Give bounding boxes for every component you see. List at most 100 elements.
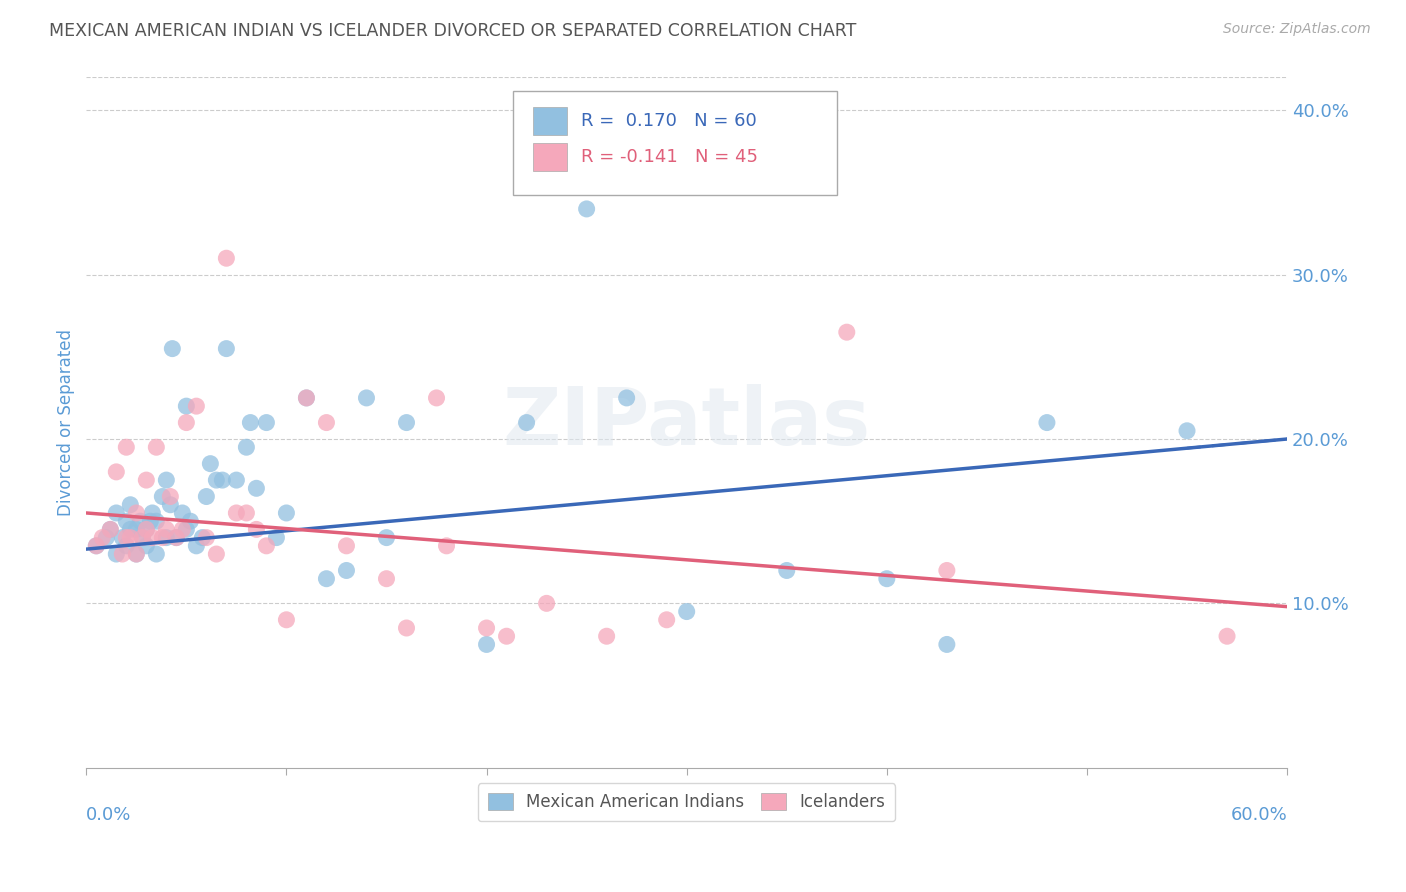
Point (176, 399, 198, 413)
Point (115, 531, 138, 545)
Text: MEXICAN AMERICAN INDIAN VS ICELANDER DIVORCED OR SEPARATED CORRELATION CHART: MEXICAN AMERICAN INDIAN VS ICELANDER DIV… (49, 22, 856, 40)
Legend: Mexican American Indians, Icelanders: Mexican American Indians, Icelanders (478, 783, 896, 822)
Bar (533, 107, 567, 135)
Point (141, 506, 163, 520)
Point (150, 490, 173, 504)
Point (200, 457, 222, 471)
Point (172, 506, 194, 520)
Point (675, 605, 697, 619)
Point (129, 514, 152, 528)
Point (159, 498, 181, 512)
Point (655, 613, 678, 627)
Point (98, 522, 121, 536)
Point (105, 465, 128, 479)
Point (245, 522, 267, 536)
Point (516, 416, 538, 430)
Point (254, 416, 277, 430)
Point (120, 522, 142, 536)
Point (295, 391, 318, 405)
Text: 60.0%: 60.0% (1230, 805, 1286, 823)
Point (125, 547, 148, 561)
Point (176, 522, 198, 536)
Point (436, 539, 458, 553)
Point (315, 572, 337, 586)
Point (356, 391, 378, 405)
Point (120, 498, 142, 512)
Point (935, 637, 957, 651)
Point (245, 481, 267, 495)
Point (235, 506, 257, 520)
Point (375, 531, 398, 545)
Point (179, 514, 201, 528)
Point (835, 325, 858, 339)
Point (84, 539, 107, 553)
Text: 0.0%: 0.0% (86, 805, 132, 823)
Point (98, 522, 121, 536)
Point (105, 506, 128, 520)
Point (205, 473, 228, 487)
Point (225, 506, 247, 520)
Point (139, 514, 162, 528)
Point (276, 613, 298, 627)
Point (165, 531, 187, 545)
Point (145, 440, 167, 454)
Point (135, 522, 157, 536)
Point (111, 547, 134, 561)
Point (176, 416, 198, 430)
Point (125, 547, 148, 561)
Point (115, 440, 138, 454)
Point (145, 514, 167, 528)
Point (165, 531, 187, 545)
Point (375, 572, 398, 586)
Point (776, 564, 799, 578)
Text: R = -0.141   N = 45: R = -0.141 N = 45 (581, 148, 758, 166)
Point (616, 391, 638, 405)
Point (266, 531, 288, 545)
Point (254, 539, 277, 553)
Point (395, 416, 418, 430)
Point (215, 251, 238, 265)
Point (91, 531, 114, 545)
Point (135, 473, 157, 487)
Point (150, 531, 173, 545)
Point (195, 531, 218, 545)
FancyBboxPatch shape (513, 91, 837, 194)
Point (935, 564, 957, 578)
Point (215, 342, 238, 356)
Point (162, 342, 184, 356)
Point (155, 473, 177, 487)
Point (84, 539, 107, 553)
Point (1216, 629, 1239, 643)
Point (115, 514, 138, 528)
Y-axis label: Divorced or Separated: Divorced or Separated (58, 329, 75, 516)
Point (495, 629, 517, 643)
Point (111, 531, 134, 545)
Point (1036, 416, 1059, 430)
Point (475, 621, 498, 635)
Point (575, 202, 598, 216)
Point (335, 539, 357, 553)
Point (211, 473, 233, 487)
Point (135, 522, 157, 536)
Point (395, 621, 418, 635)
Point (335, 564, 357, 578)
Point (131, 531, 153, 545)
Point (276, 506, 298, 520)
Point (595, 629, 617, 643)
Point (315, 416, 337, 430)
Point (96, 531, 118, 545)
Point (235, 440, 257, 454)
Point (295, 391, 318, 405)
Bar (533, 143, 567, 170)
Point (105, 547, 128, 561)
Point (191, 531, 214, 545)
Point (172, 522, 194, 536)
Point (131, 531, 153, 545)
Point (120, 531, 142, 545)
Point (125, 522, 148, 536)
Point (1175, 424, 1198, 438)
Point (135, 539, 157, 553)
Point (239, 416, 262, 430)
Point (205, 547, 228, 561)
Point (145, 547, 167, 561)
